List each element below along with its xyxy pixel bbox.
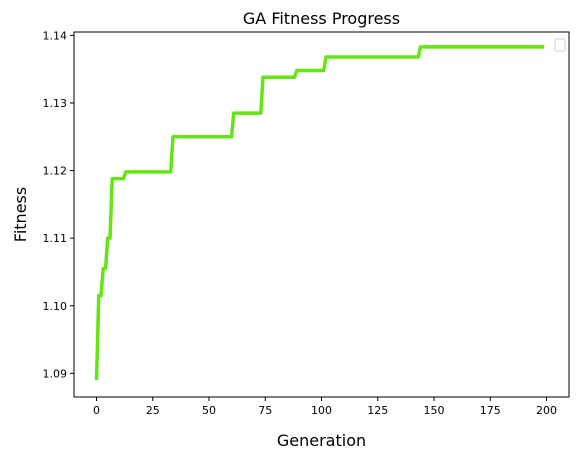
y-axis-label: Fitness — [11, 187, 30, 242]
y-tick-label: 1.12 — [43, 165, 68, 178]
chart-title: GA Fitness Progress — [243, 9, 400, 28]
x-tick-label: 75 — [258, 404, 272, 417]
x-tick-label: 125 — [367, 404, 388, 417]
x-tick-label: 150 — [424, 404, 445, 417]
x-tick-label: 100 — [311, 404, 332, 417]
x-tick-label: 25 — [146, 404, 160, 417]
y-axis-ticks: 1.09 1.10 1.11 1.12 1.13 1.14 — [43, 29, 74, 380]
y-tick-label: 1.10 — [43, 300, 68, 313]
plot-data — [94, 45, 545, 381]
x-tick-label: 175 — [480, 404, 501, 417]
x-tick-label: 0 — [93, 404, 100, 417]
y-tick-label: 1.13 — [43, 97, 68, 110]
y-tick-label: 1.14 — [43, 29, 68, 42]
x-tick-label: 50 — [202, 404, 216, 417]
legend-box — [554, 38, 566, 52]
y-tick-label: 1.09 — [43, 367, 68, 380]
x-axis-ticks: 0 25 50 75 100 125 150 175 200 — [93, 397, 557, 417]
series-line-fitness — [94, 45, 545, 381]
y-tick-label: 1.11 — [43, 232, 68, 245]
x-axis-label: Generation — [277, 431, 366, 450]
x-tick-label: 200 — [536, 404, 557, 417]
plot-frame — [73, 31, 570, 398]
